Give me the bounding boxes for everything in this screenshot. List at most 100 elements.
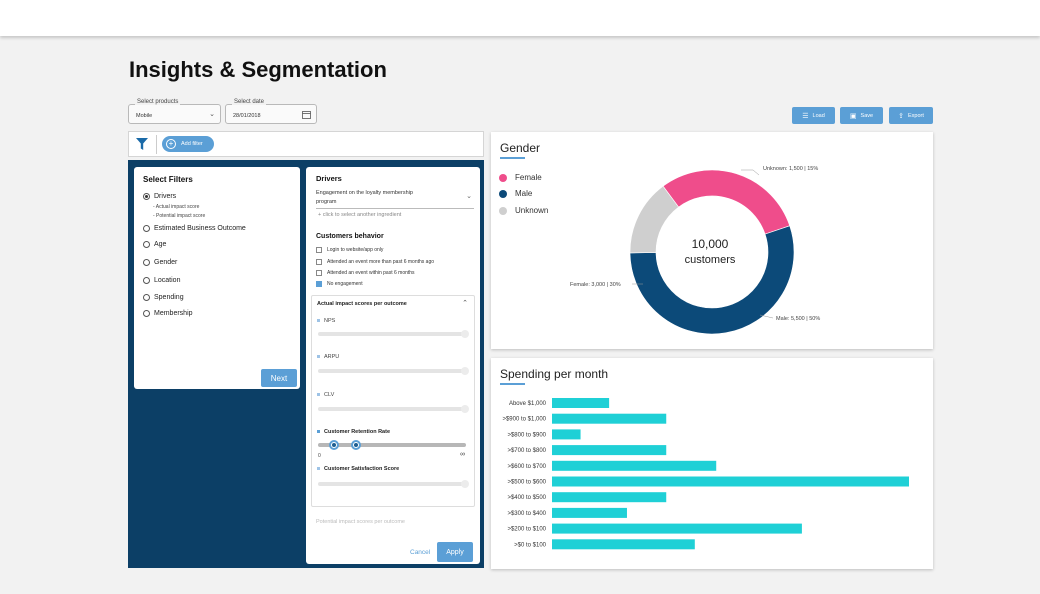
filter-panel: Select Filters Drivers - Actual impact s… <box>128 160 484 568</box>
bar-category-label: >$700 to $800 <box>507 448 546 454</box>
behavior-checkbox[interactable]: Login to website/app only <box>316 247 383 253</box>
spending-bar[interactable] <box>552 492 667 503</box>
spending-bar[interactable] <box>552 476 909 487</box>
unknown-swatch-icon <box>499 206 507 215</box>
slider-label-clv: CLV <box>317 392 334 398</box>
donut-slice-male[interactable] <box>629 225 795 335</box>
radio-icon <box>143 277 150 284</box>
slider-thumb-high[interactable] <box>351 440 361 450</box>
divider <box>156 135 157 154</box>
radio-drivers[interactable]: Drivers <box>143 193 176 200</box>
slider-satisfaction[interactable] <box>318 480 469 488</box>
chevron-down-icon: ⌄ <box>466 193 472 200</box>
radio-membership[interactable]: Membership <box>143 310 193 317</box>
list-icon: ☰ <box>802 112 809 120</box>
slider-arpu[interactable] <box>318 367 469 375</box>
callout-female: Female: 3,000 | 30% <box>570 282 621 288</box>
bar-category-label: >$0 to $100 <box>514 542 547 548</box>
export-button[interactable]: ⇪ Export <box>889 107 933 124</box>
cancel-button[interactable]: Cancel <box>410 549 431 556</box>
add-ingredient-link[interactable]: + click to select another ingredient <box>318 212 402 218</box>
select-products-value: Mobile <box>136 113 153 119</box>
radio-spending[interactable]: Spending <box>143 294 184 301</box>
bar-category-label: >$300 to $400 <box>507 511 546 517</box>
driver-select[interactable]: Engagement on the loyalty membership pro… <box>316 187 474 209</box>
radio-estimated-business-outcome[interactable]: Estimated Business Outcome <box>143 225 246 232</box>
spending-bar[interactable] <box>552 398 610 408</box>
select-date-field[interactable]: Select date 28/01/2018 <box>225 99 317 124</box>
spending-bar[interactable] <box>552 539 695 550</box>
select-products-label: Select products <box>135 99 181 105</box>
radio-location[interactable]: Location <box>143 277 180 284</box>
behavior-checkbox[interactable]: Attended an event within past 6 months <box>316 270 415 276</box>
bar-category-label: >$900 to $1,000 <box>502 417 546 423</box>
radio-icon <box>143 241 150 248</box>
donut-center-label: customers <box>685 254 736 266</box>
donut-center-value: 10,000 <box>692 237 729 251</box>
slider-thumb-low[interactable] <box>329 440 339 450</box>
load-button[interactable]: ☰ Load <box>792 107 835 124</box>
donut-slice-unknown[interactable] <box>629 185 680 254</box>
driver-sub-potential: - Potential impact score <box>153 213 206 219</box>
calendar-icon[interactable] <box>302 110 311 119</box>
drivers-card: Drivers Engagement on the loyalty member… <box>306 167 480 564</box>
add-filter-button[interactable]: + Add filter <box>162 136 214 152</box>
radio-gender[interactable]: Gender <box>143 259 177 266</box>
slider-label-satisfaction: Customer Satisfaction Score <box>317 466 399 472</box>
slider-label-nps: NPS <box>317 318 335 324</box>
chevron-down-icon: ⌄ <box>209 111 215 118</box>
bar-category-label: >$600 to $700 <box>507 464 546 470</box>
funnel-icon[interactable] <box>136 138 148 150</box>
chevron-up-icon[interactable]: ⌃ <box>462 300 468 307</box>
slider-nps[interactable] <box>318 330 469 338</box>
female-swatch-icon <box>499 173 507 182</box>
title-underline <box>500 383 525 385</box>
range-low-value: 0 <box>318 453 321 459</box>
spending-bar[interactable] <box>552 445 667 456</box>
select-date-value: 28/01/2018 <box>233 113 261 119</box>
plus-icon: + <box>166 139 176 149</box>
male-swatch-icon <box>499 189 507 198</box>
legend-male: Male <box>499 189 532 198</box>
donut-slice-female[interactable] <box>662 169 791 235</box>
select-date-label: Select date <box>232 99 267 105</box>
slider-retention[interactable] <box>318 443 466 447</box>
select-products-dropdown[interactable]: Select products Mobile ⌄ <box>128 99 221 124</box>
save-button[interactable]: ▣ Save <box>840 107 883 124</box>
gender-donut-chart: Unknown: 1,500 | 15% Female: 3,000 | 30%… <box>570 166 820 335</box>
spending-bar[interactable] <box>552 429 581 440</box>
bar-category-label: >$800 to $900 <box>507 432 546 438</box>
spending-title: Spending per month <box>500 367 609 381</box>
radio-age[interactable]: Age <box>143 241 166 248</box>
spending-bar[interactable] <box>552 413 667 424</box>
checkbox-icon <box>316 259 322 265</box>
select-filters-title: Select Filters <box>143 175 193 184</box>
next-button[interactable]: Next <box>261 369 297 387</box>
apply-button[interactable]: Apply <box>437 542 473 562</box>
spending-bar[interactable] <box>552 523 802 534</box>
spending-bar-chart: Above $1,000 >$900 to $1,000 >$800 to $900… <box>502 398 909 550</box>
impact-scores-title: Actual impact scores per outcome <box>317 301 407 307</box>
behavior-checkbox[interactable]: No engagement <box>316 281 363 287</box>
potential-impact-title[interactable]: Potential impact scores per outcome <box>316 519 405 525</box>
radio-icon <box>143 294 150 301</box>
slider-clv[interactable] <box>318 405 469 413</box>
spending-bar[interactable] <box>552 507 627 518</box>
radio-icon <box>143 225 150 232</box>
select-filters-card: Select Filters Drivers - Actual impact s… <box>134 167 300 389</box>
slider-label-arpu: ARPU <box>317 354 339 360</box>
legend-female: Female <box>499 173 542 182</box>
gender-panel: Gender Female Male Unknown Unknown: 1,50… <box>491 132 933 349</box>
checkbox-checked-icon <box>316 281 322 287</box>
behavior-checkbox[interactable]: Attended an event more than past 6 month… <box>316 259 434 265</box>
spending-bar[interactable] <box>552 460 717 471</box>
radio-icon <box>143 310 150 317</box>
top-bar <box>0 0 1040 36</box>
customers-behavior-title: Customers behavior <box>316 233 384 240</box>
checkbox-icon <box>316 247 322 253</box>
driver-sub-actual: - Actual impact score <box>153 204 200 210</box>
bar-category-label: Above $1,000 <box>509 401 547 407</box>
page-title: Insights & Segmentation <box>129 57 387 82</box>
bar-category-label: >$500 to $600 <box>507 480 546 486</box>
filter-bar: + Add filter <box>128 131 484 157</box>
